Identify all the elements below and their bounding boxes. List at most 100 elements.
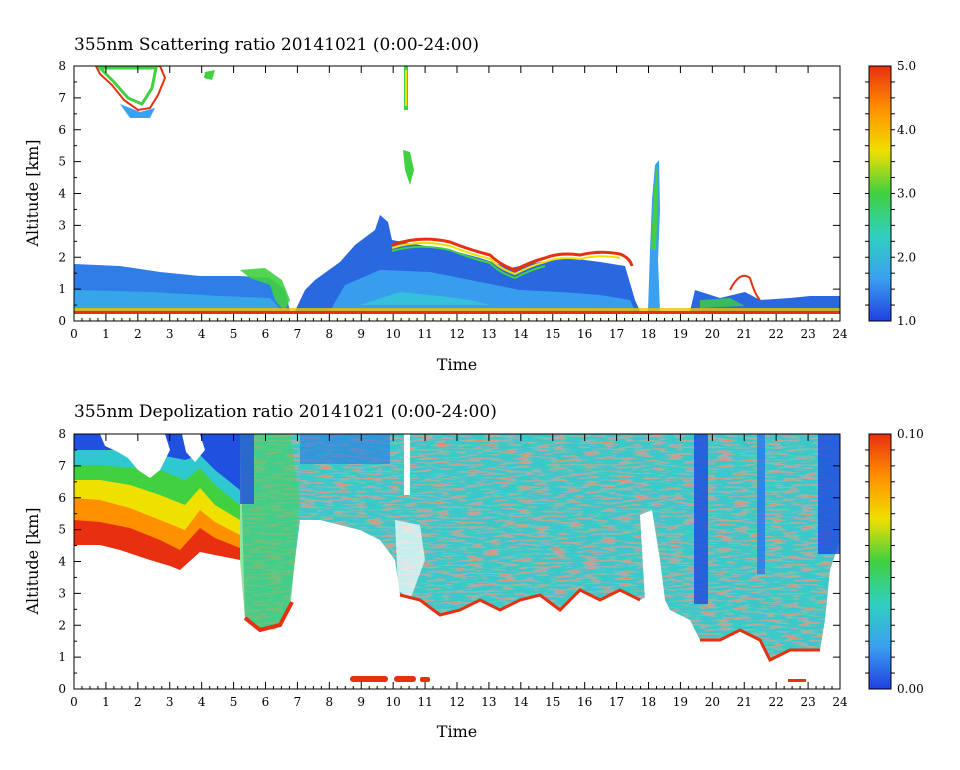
- x-tick-label: 17: [609, 695, 624, 709]
- y-tick-label: 4: [58, 555, 66, 569]
- x-tick-label: 23: [800, 695, 815, 709]
- x-tick-label: 20: [705, 695, 720, 709]
- noise-streak: [818, 434, 840, 554]
- x-tick-label: 12: [449, 327, 464, 341]
- x-tick-label: 18: [641, 695, 656, 709]
- x-tick-label: 19: [673, 327, 688, 341]
- colorbar-tick-label: 0.10: [897, 427, 924, 441]
- x-tick-label: 14: [513, 327, 529, 341]
- x-axis-ticks: 0 1 2 3 4 5 6 7 8 9 10 11 12 13 14 15 16 17 18 19 20 21 22 23 24: [70, 434, 848, 709]
- x-tick-label: 9: [357, 327, 365, 341]
- colorbar-tick-label: 0.00: [897, 682, 924, 696]
- x-tick-label: 13: [481, 695, 496, 709]
- x-tick-label: 19: [673, 695, 688, 709]
- y-tick-label: 5: [58, 155, 66, 169]
- x-tick-label: 13: [481, 327, 496, 341]
- colorbar-tick-label: 1.0: [897, 314, 916, 328]
- y-tick-label: 2: [58, 250, 66, 264]
- heatmap-field: [74, 434, 840, 682]
- x-tick-label: 0: [70, 695, 78, 709]
- x-tick-label: 2: [134, 327, 142, 341]
- x-tick-label: 22: [769, 327, 784, 341]
- cloud-top-edge: [391, 237, 634, 272]
- y-tick-label: 6: [58, 123, 66, 137]
- colorbar-tick-label: 4.0: [897, 123, 916, 137]
- y-axis-label: Altitude [km]: [23, 507, 42, 615]
- near-surface-band: [350, 676, 388, 682]
- x-tick-label: 11: [417, 695, 432, 709]
- x-axis-label: Time: [437, 355, 477, 374]
- y-tick-label: 5: [58, 523, 66, 537]
- x-tick-label: 18: [641, 327, 656, 341]
- y-tick-label: 1: [58, 282, 66, 296]
- y-tick-label: 7: [58, 459, 66, 473]
- x-tick-label: 8: [326, 695, 334, 709]
- y-tick-label: 6: [58, 491, 66, 505]
- y-tick-label: 2: [58, 618, 66, 632]
- colorbar-ticks: 1.0 2.0 3.0 4.0 5.0: [865, 59, 916, 328]
- x-tick-label: 7: [294, 695, 302, 709]
- x-tick-label: 21: [737, 327, 752, 341]
- x-tick-label: 9: [357, 695, 365, 709]
- x-tick-label: 11: [417, 327, 432, 341]
- x-tick-label: 22: [769, 695, 784, 709]
- chart-title: 355nm Scattering ratio 20141021 (0:00-24…: [74, 35, 479, 55]
- y-tick-label: 3: [58, 218, 66, 232]
- colorbar: [868, 433, 892, 690]
- x-tick-label: 24: [832, 695, 848, 709]
- y-tick-label: 3: [58, 586, 66, 600]
- x-tick-label: 4: [198, 327, 206, 341]
- x-axis-ticks: 0 1 2 3 4 5 6 7 8 9 10 11 12 13 14 15 16 17 18 19 20 21 22 23 24: [70, 66, 848, 341]
- depolarization-ratio-panel: 355nm Depolization ratio 20141021 (0:00-…: [23, 402, 924, 741]
- y-tick-label: 7: [58, 91, 66, 105]
- y-tick-label: 4: [58, 187, 66, 201]
- x-tick-label: 21: [737, 695, 752, 709]
- chart-title: 355nm Depolization ratio 20141021 (0:00-…: [74, 402, 497, 422]
- x-tick-label: 4: [198, 695, 206, 709]
- x-axis-label: Time: [437, 722, 477, 741]
- x-tick-label: 1: [102, 327, 110, 341]
- x-tick-label: 6: [262, 695, 270, 709]
- x-tick-label: 6: [262, 327, 270, 341]
- colorbar: [868, 65, 892, 322]
- x-tick-label: 16: [577, 695, 592, 709]
- x-tick-label: 0: [70, 327, 78, 341]
- x-tick-label: 10: [386, 327, 401, 341]
- x-tick-label: 23: [800, 327, 815, 341]
- x-tick-label: 20: [705, 327, 720, 341]
- x-tick-label: 3: [166, 327, 174, 341]
- y-tick-label: 8: [58, 427, 66, 441]
- x-tick-label: 17: [609, 327, 624, 341]
- x-tick-label: 3: [166, 695, 174, 709]
- x-tick-label: 10: [386, 695, 401, 709]
- y-axis-ticks: 0 1 2 3 4 5 6 7 8: [58, 427, 840, 696]
- colorbar-tick-label: 2.0: [897, 250, 916, 264]
- x-tick-label: 15: [545, 695, 560, 709]
- heatmap-field: [74, 66, 840, 314]
- y-tick-label: 1: [58, 650, 66, 664]
- cirrus-cloud: [94, 66, 167, 112]
- x-tick-label: 5: [230, 695, 238, 709]
- colorbar-tick-label: 3.0: [897, 187, 916, 201]
- x-tick-label: 8: [326, 327, 334, 341]
- colorbar-tick-label: 5.0: [897, 59, 916, 73]
- x-tick-label: 2: [134, 695, 142, 709]
- noisy-field: [240, 434, 840, 660]
- x-tick-label: 12: [449, 695, 464, 709]
- y-tick-label: 0: [58, 682, 66, 696]
- y-axis-ticks: 0 1 2 3 4 5 6 7 8: [58, 59, 840, 328]
- colorbar-ticks: 0.00 0.10: [865, 427, 924, 696]
- scattering-ratio-panel: 355nm Scattering ratio 20141021 (0:00-24…: [23, 35, 916, 374]
- y-tick-label: 8: [58, 59, 66, 73]
- noise-streak: [694, 434, 708, 604]
- x-tick-label: 5: [230, 327, 238, 341]
- x-tick-label: 7: [294, 327, 302, 341]
- x-tick-label: 24: [832, 327, 848, 341]
- x-tick-label: 15: [545, 327, 560, 341]
- x-tick-label: 1: [102, 695, 110, 709]
- y-tick-label: 0: [58, 314, 66, 328]
- x-tick-label: 14: [513, 695, 529, 709]
- x-tick-label: 16: [577, 327, 592, 341]
- y-axis-label: Altitude [km]: [23, 139, 42, 247]
